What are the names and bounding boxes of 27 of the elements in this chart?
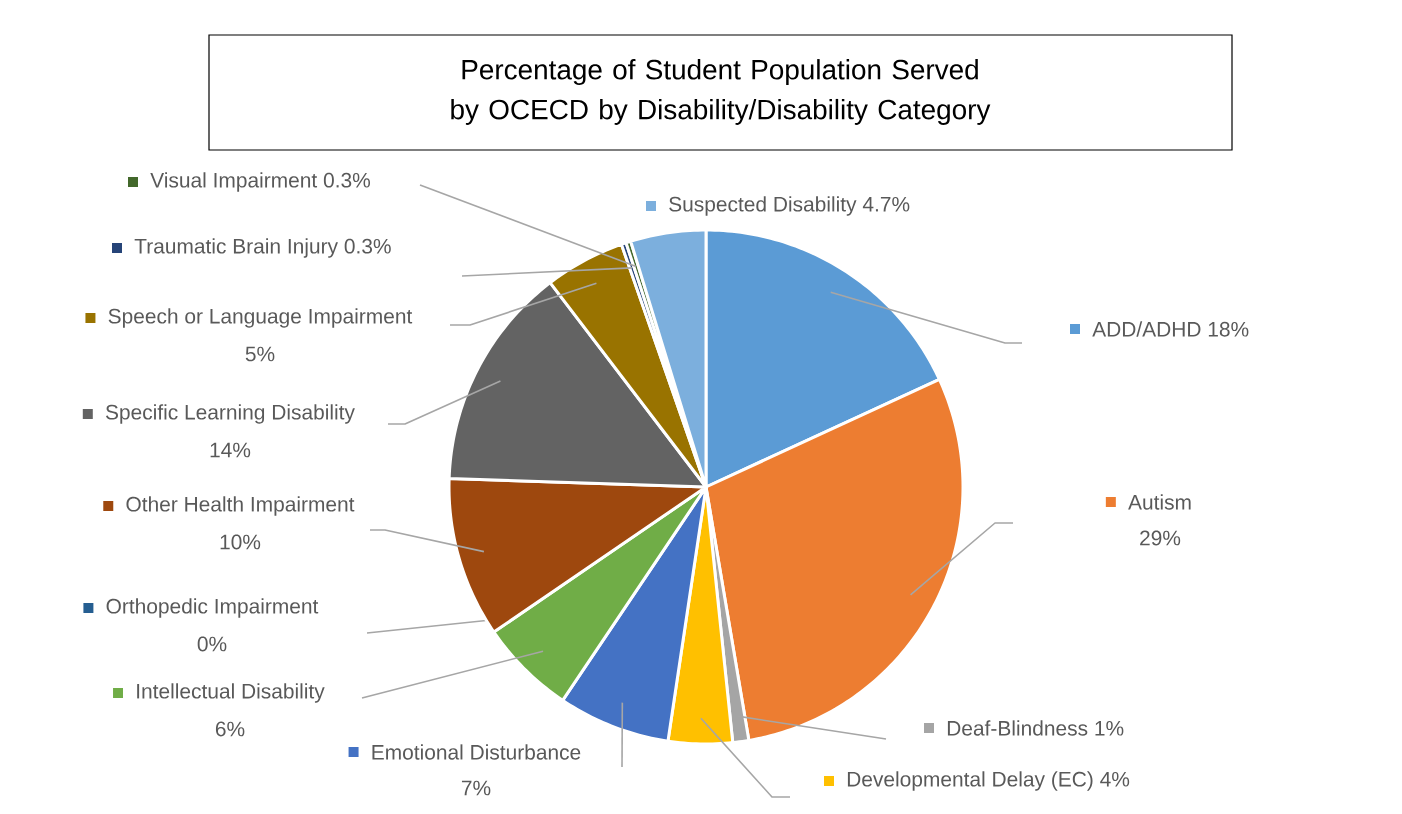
legend-label: Autism [1128,494,1191,510]
data-label: 0.3% [323,172,371,188]
legend-label: Specific Learning Disability [105,404,355,424]
legend-label: Orthopedic Impairment [106,598,319,618]
data-label: 10% [220,534,261,550]
legend-label: Speech or Language Impairment [108,308,413,328]
data-label: 6% [215,721,245,737]
data-label: 1% [1095,720,1124,736]
data-label: 4.7% [862,196,910,212]
legend-label: Suspected Disability [669,196,857,216]
legend-label: Traumatic Brain Injury [134,238,338,258]
legend-label: ADD/ADHD [1092,321,1201,337]
data-label: 29% [1140,530,1181,546]
data-label: 7% [461,780,491,796]
data-label: 5% [245,346,275,362]
data-label: 18% [1208,321,1249,337]
legend-label: Deaf-Blindness [947,720,1088,736]
data-label: 4% [1100,771,1130,787]
data-label: 14% [210,442,251,458]
chart-title: Percentage of Student Population Served by OCECD by Disability/Disability Category [451,59,991,125]
data-label: 0.3% [344,238,391,254]
text: 0% [197,636,227,652]
legend-label: Visual Impairment [150,172,318,192]
legend-label: Intellectual Disability [137,683,325,703]
legend-label: Developmental Delay (EC) [847,771,1093,791]
legend-label: Other Health Impairment [126,496,355,516]
legend-label: Emotional Disturbance [372,744,581,760]
